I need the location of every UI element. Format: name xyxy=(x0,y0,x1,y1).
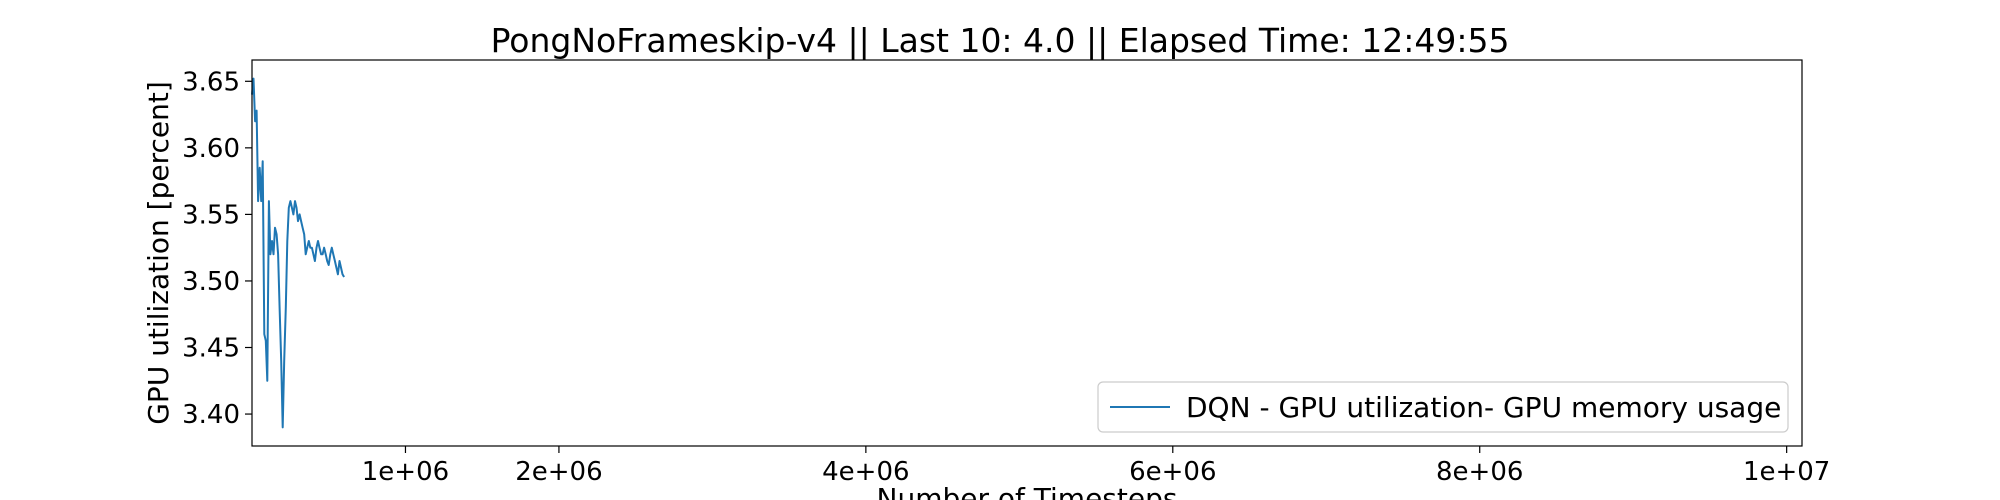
y-tick-label: 3.50 xyxy=(182,267,240,297)
legend-box xyxy=(1097,381,1789,433)
x-tick-label: 6e+06 xyxy=(1129,457,1216,487)
y-tick-label: 3.55 xyxy=(182,200,240,230)
plot-frame xyxy=(251,59,1803,447)
x-tick-label: 1e+07 xyxy=(1743,457,1830,487)
x-tick-label: 1e+06 xyxy=(362,457,449,487)
y-tick-label: 3.45 xyxy=(182,334,240,364)
x-tick-label: 4e+06 xyxy=(822,457,909,487)
x-tick-label: 2e+06 xyxy=(515,457,602,487)
y-axis: 3.40 3.45 3.50 3.55 3.60 3.65 xyxy=(182,67,252,430)
legend: DQN - GPU utilization- GPU memory usage xyxy=(1097,381,1789,433)
plot-area xyxy=(251,77,345,429)
series-line xyxy=(251,77,345,429)
y-tick-label: 3.65 xyxy=(182,67,240,97)
legend-label: DQN - GPU utilization- GPU memory usage xyxy=(1186,391,1781,424)
x-tick-label: 8e+06 xyxy=(1436,457,1523,487)
x-axis: 1e+06 2e+06 4e+06 6e+06 8e+06 1e+07 xyxy=(362,446,1830,487)
chart-title: PongNoFrameskip-v4 || Last 10: 4.0 || El… xyxy=(491,21,1510,60)
y-axis-label: GPU utilization [percent] xyxy=(142,81,175,425)
y-tick-label: 3.60 xyxy=(182,134,240,164)
y-tick-label: 3.40 xyxy=(182,400,240,430)
x-axis-label: Number of Timesteps xyxy=(877,482,1178,500)
